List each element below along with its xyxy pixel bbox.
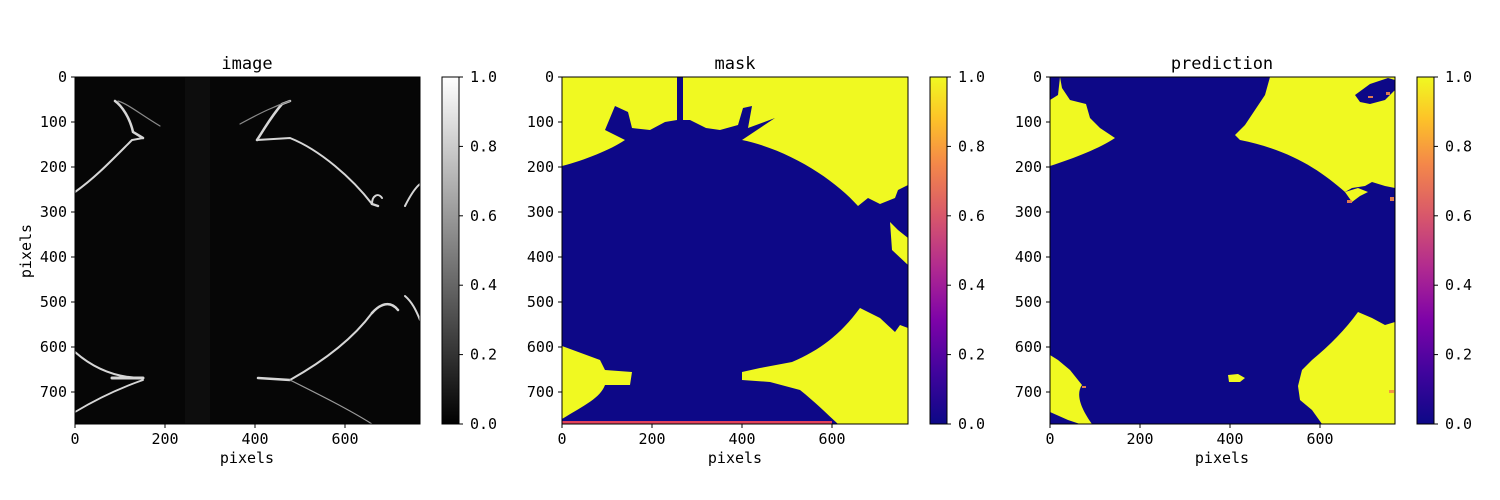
axes-frame — [74, 76, 421, 425]
panel-title: prediction — [1171, 54, 1273, 74]
y-tick-label: 200 — [40, 158, 67, 176]
x-tick-label: 600 — [331, 430, 358, 448]
y-axis-label: pixels — [17, 224, 35, 278]
x-tick-label: 0 — [1045, 430, 1054, 448]
panel-prediction: prediction — [1015, 54, 1472, 467]
y-tick-label: 700 — [527, 383, 554, 401]
y-tick-label: 100 — [527, 113, 554, 131]
colorbar-tick-label: 0.4 — [1445, 276, 1472, 294]
axes-frame — [561, 76, 909, 425]
y-tick-label: 400 — [40, 248, 67, 266]
y-tick-label: 300 — [1015, 203, 1042, 221]
y-tick-label: 200 — [527, 158, 554, 176]
y-tick-label: 300 — [40, 203, 67, 221]
colorbar-tick-label: 0.2 — [958, 346, 985, 364]
y-tick-label: 0 — [545, 68, 554, 86]
x-axis — [74, 424, 346, 428]
y-tick-label: 100 — [40, 113, 67, 131]
panel-mask: mask 0 100 200 300 400 500 600 700 — [527, 54, 985, 467]
x-tick-label: 200 — [151, 430, 178, 448]
x-axis — [1049, 424, 1321, 428]
y-tick-label: 400 — [1015, 248, 1042, 266]
x-tick-label: 400 — [241, 430, 268, 448]
colorbar-tick-label: 1.0 — [470, 68, 497, 86]
colorbar-tick-label: 1.0 — [1445, 68, 1472, 86]
y-tick-label: 600 — [1015, 338, 1042, 356]
mask-heatmap — [562, 77, 908, 424]
x-tick-label: 400 — [728, 430, 755, 448]
y-tick-label: 600 — [527, 338, 554, 356]
colorbar-tick-label: 0.2 — [1445, 346, 1472, 364]
colorbar-tick-label: 0.4 — [958, 276, 985, 294]
colorbar-tick-label: 1.0 — [958, 68, 985, 86]
colorbar: 0.0 0.2 0.4 0.6 0.8 1.0 — [929, 68, 985, 433]
colorbar-tick-label: 0.8 — [1445, 137, 1472, 155]
prediction-heatmap — [1050, 77, 1395, 424]
y-tick-label: 200 — [1015, 158, 1042, 176]
y-axis — [558, 76, 562, 393]
panel-title: mask — [715, 54, 756, 74]
colorbar-tick-label: 0.6 — [1445, 207, 1472, 225]
colorbar-tick-label: 0.0 — [958, 415, 985, 433]
x-axis — [561, 424, 833, 428]
x-tick-label: 0 — [557, 430, 566, 448]
colorbar-tick-label: 0.0 — [1445, 415, 1472, 433]
colorbar-tick-label: 0.4 — [470, 276, 497, 294]
colorbar-tick-label: 0.8 — [958, 137, 985, 155]
colorbar-tick-label: 0.6 — [470, 207, 497, 225]
x-axis-label: pixels — [708, 449, 762, 467]
x-tick-label: 600 — [1306, 430, 1333, 448]
colorbar-tick-label: 0.2 — [470, 346, 497, 364]
y-tick-label: 0 — [1033, 68, 1042, 86]
axes-frame — [1049, 76, 1396, 425]
colorbar-tick-label: 0.0 — [470, 415, 497, 433]
x-tick-label: 200 — [1126, 430, 1153, 448]
x-tick-label: 400 — [1216, 430, 1243, 448]
x-axis-label: pixels — [220, 449, 274, 467]
panel-title: image — [221, 54, 272, 74]
colorbar-tick-label: 0.6 — [958, 207, 985, 225]
y-tick-label: 500 — [40, 293, 67, 311]
y-tick-label: 300 — [527, 203, 554, 221]
y-tick-label: 600 — [40, 338, 67, 356]
y-tick-label: 0 — [58, 68, 67, 86]
y-tick-label: 700 — [1015, 383, 1042, 401]
x-tick-label: 600 — [818, 430, 845, 448]
x-tick-label: 200 — [638, 430, 665, 448]
colorbar: 0.0 0.2 0.4 0.6 0.8 1.0 — [1416, 68, 1472, 433]
y-tick-label: 500 — [1015, 293, 1042, 311]
y-tick-label: 500 — [527, 293, 554, 311]
colorbar-tick-label: 0.8 — [470, 137, 497, 155]
y-axis — [1046, 76, 1050, 393]
y-tick-label: 700 — [40, 383, 67, 401]
x-axis-label: pixels — [1195, 449, 1249, 467]
image-heatmap — [75, 77, 420, 424]
x-tick-label: 0 — [70, 430, 79, 448]
colorbar: 0.0 0.2 0.4 0.6 0.8 1.0 — [441, 68, 497, 433]
y-tick-label: 100 — [1015, 113, 1042, 131]
y-axis — [71, 76, 75, 393]
y-tick-label: 400 — [527, 248, 554, 266]
panel-image: image — [17, 54, 497, 467]
